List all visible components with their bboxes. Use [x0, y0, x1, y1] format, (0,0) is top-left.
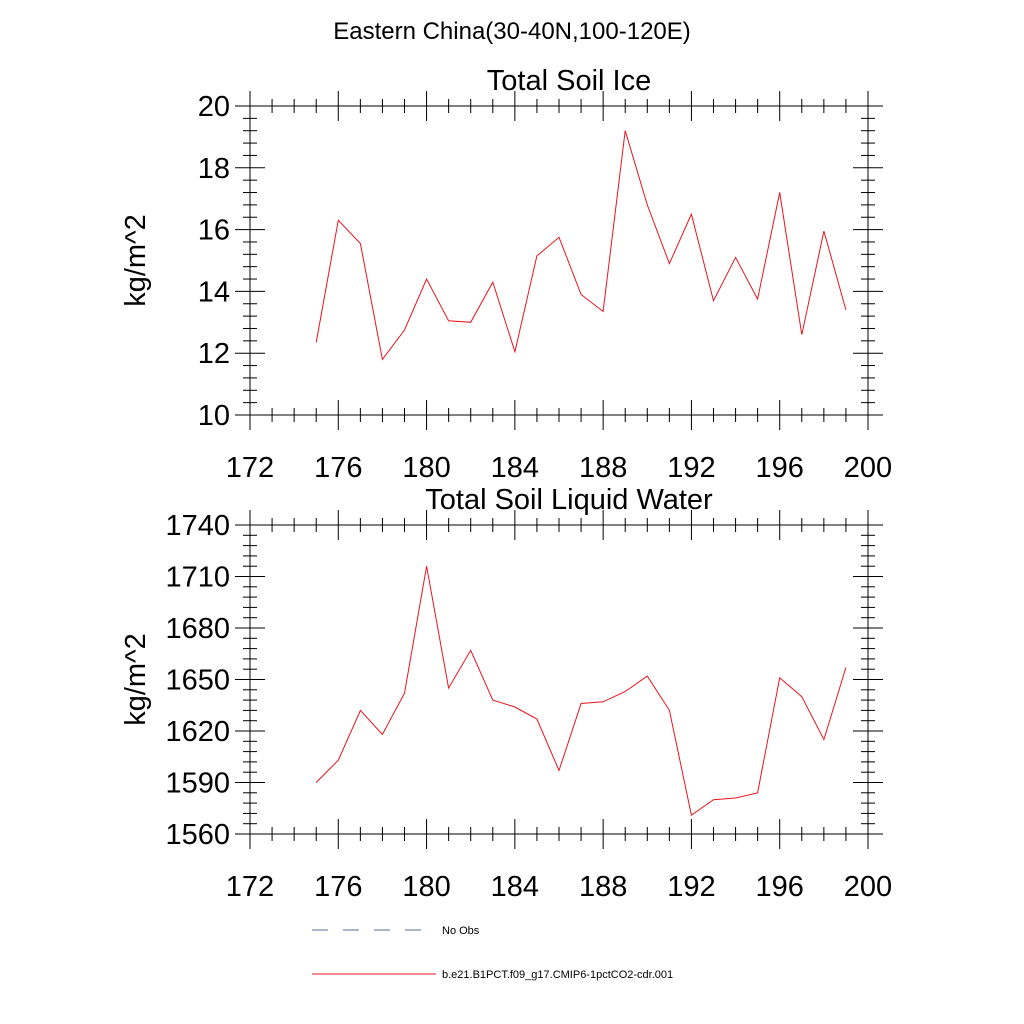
soil-liquid-water-xtick-label: 200 — [844, 871, 892, 903]
soil-ice-xtick-label: 196 — [756, 452, 804, 484]
soil-ice-xtick-label: 192 — [667, 452, 715, 484]
soil-ice-ytick-label: 16 — [198, 215, 230, 247]
soil-liquid-water-series-line — [315, 566, 847, 816]
soil-liquid-water-panel: Total Soil Liquid Water kg/m^2 1560 1590 162… — [120, 484, 892, 903]
soil-liquid-water-ytick-label: 1590 — [165, 768, 230, 800]
soil-ice-ytick-label: 18 — [198, 153, 230, 185]
soil-ice-xtick-label: 176 — [314, 452, 362, 484]
soil-ice-ytick-label: 12 — [198, 338, 230, 370]
soil-liquid-water-ytick-label: 1680 — [165, 613, 230, 645]
soil-liquid-water-plot-frame — [249, 524, 869, 835]
soil-ice-plot-frame — [249, 105, 869, 416]
soil-liquid-water-xtick-label: 188 — [579, 871, 627, 903]
soil-ice-ytick-label: 10 — [198, 400, 230, 432]
soil-ice-ytick-label: 14 — [198, 276, 230, 308]
legend: No Obs b.e21.B1PCT.f09_g17.CMIP6-1pctCO2… — [312, 925, 673, 981]
soil-liquid-water-ytick-label: 1710 — [165, 562, 230, 594]
soil-ice-ylabel: kg/m^2 — [120, 214, 152, 307]
soil-liquid-water-ytick-label: 1620 — [165, 716, 230, 748]
soil-ice-xtick-label: 200 — [844, 452, 892, 484]
soil-liquid-water-ytick-label: 1650 — [165, 665, 230, 697]
soil-liquid-water-ylabel: kg/m^2 — [120, 633, 152, 726]
soil-liquid-water-xtick-label: 172 — [226, 871, 274, 903]
soil-ice-xtick-label: 184 — [491, 452, 539, 484]
soil-ice-xtick-label: 180 — [402, 452, 450, 484]
soil-ice-xtick-label: 188 — [579, 452, 627, 484]
soil-liquid-water-xtick-label: 176 — [314, 871, 362, 903]
soil-liquid-water-xtick-label: 192 — [667, 871, 715, 903]
soil-ice-xtick-label: 172 — [226, 452, 274, 484]
soil-ice-ytick-label: 20 — [198, 91, 230, 123]
legend-model-label: b.e21.B1PCT.f09_g17.CMIP6-1pctCO2-cdr.00… — [442, 969, 673, 981]
soil-liquid-water-xtick-label: 196 — [756, 871, 804, 903]
legend-no-obs-label: No Obs — [442, 925, 480, 937]
soil-ice-series-line — [315, 130, 847, 361]
soil-liquid-water-ytick-label: 1740 — [165, 510, 230, 542]
soil-ice-title: Total Soil Ice — [487, 65, 651, 97]
soil-liquid-water-ytick-label: 1560 — [165, 819, 230, 851]
soil-liquid-water-title: Total Soil Liquid Water — [425, 484, 713, 516]
soil-liquid-water-xtick-label: 184 — [491, 871, 539, 903]
figure-title: Eastern China(30-40N,100-120E) — [333, 18, 691, 45]
soil-liquid-water-xtick-label: 180 — [402, 871, 450, 903]
soil-ice-panel: Total Soil Ice kg/m^2 10 12 14 16 18 20 172 176 18… — [120, 65, 892, 484]
